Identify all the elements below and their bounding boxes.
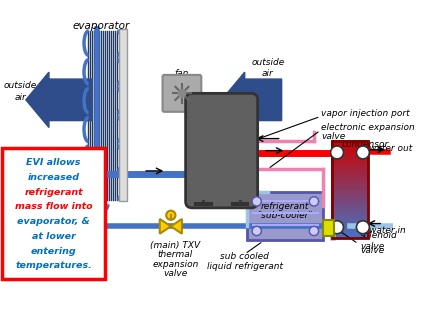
Text: refrigerant: refrigerant [261,202,310,210]
Text: increased: increased [28,173,80,182]
Circle shape [309,226,319,235]
Circle shape [309,197,319,206]
Polygon shape [160,219,171,234]
Text: valve: valve [163,269,187,278]
Text: valve: valve [360,246,384,255]
Text: valve: valve [321,132,345,141]
Text: evaporator: evaporator [73,21,130,31]
FancyBboxPatch shape [186,93,258,208]
Text: outside: outside [4,82,37,90]
Text: liquid refrigerant: liquid refrigerant [207,262,283,270]
Text: solenoid
valve: solenoid valve [360,231,398,251]
Circle shape [331,221,343,234]
Text: thermal: thermal [158,250,193,259]
Text: condensor: condensor [342,140,389,149]
Bar [119,29,127,201]
Circle shape [252,197,261,206]
Text: air: air [262,70,273,78]
Bar [248,192,323,240]
FancyArrow shape [26,72,92,128]
Polygon shape [171,219,182,234]
Text: air: air [14,93,26,101]
Text: "sub-cooler": "sub-cooler" [258,211,313,220]
Text: EVI allows: EVI allows [26,158,81,167]
Circle shape [331,146,343,159]
Circle shape [252,226,261,235]
Text: evaporator, &: evaporator, & [17,217,90,226]
Text: water out: water out [369,144,413,153]
Text: at lower: at lower [32,232,75,241]
Text: mass flow into: mass flow into [15,202,92,211]
Text: fan: fan [175,69,189,77]
Circle shape [178,90,186,97]
Circle shape [166,211,176,220]
Bar [332,141,368,238]
Text: water in: water in [369,226,406,234]
Text: outside: outside [251,58,285,67]
FancyBboxPatch shape [2,148,105,279]
Text: vapor injection port: vapor injection port [321,109,410,118]
Text: EVI enabled: EVI enabled [187,130,256,140]
Text: expansion: expansion [152,259,199,269]
Text: entering: entering [31,247,76,256]
FancyArrow shape [222,72,282,128]
FancyBboxPatch shape [163,75,201,112]
Text: (main) TXV: (main) TXV [150,241,201,250]
Text: temperatures.: temperatures. [15,261,92,270]
Text: electronic expansion: electronic expansion [321,123,415,132]
Text: compressor: compressor [187,141,256,151]
Circle shape [357,146,369,159]
Circle shape [357,221,369,234]
Bar [323,220,334,236]
Text: refrigerant: refrigerant [24,188,83,197]
Text: sub cooled: sub cooled [220,252,269,261]
